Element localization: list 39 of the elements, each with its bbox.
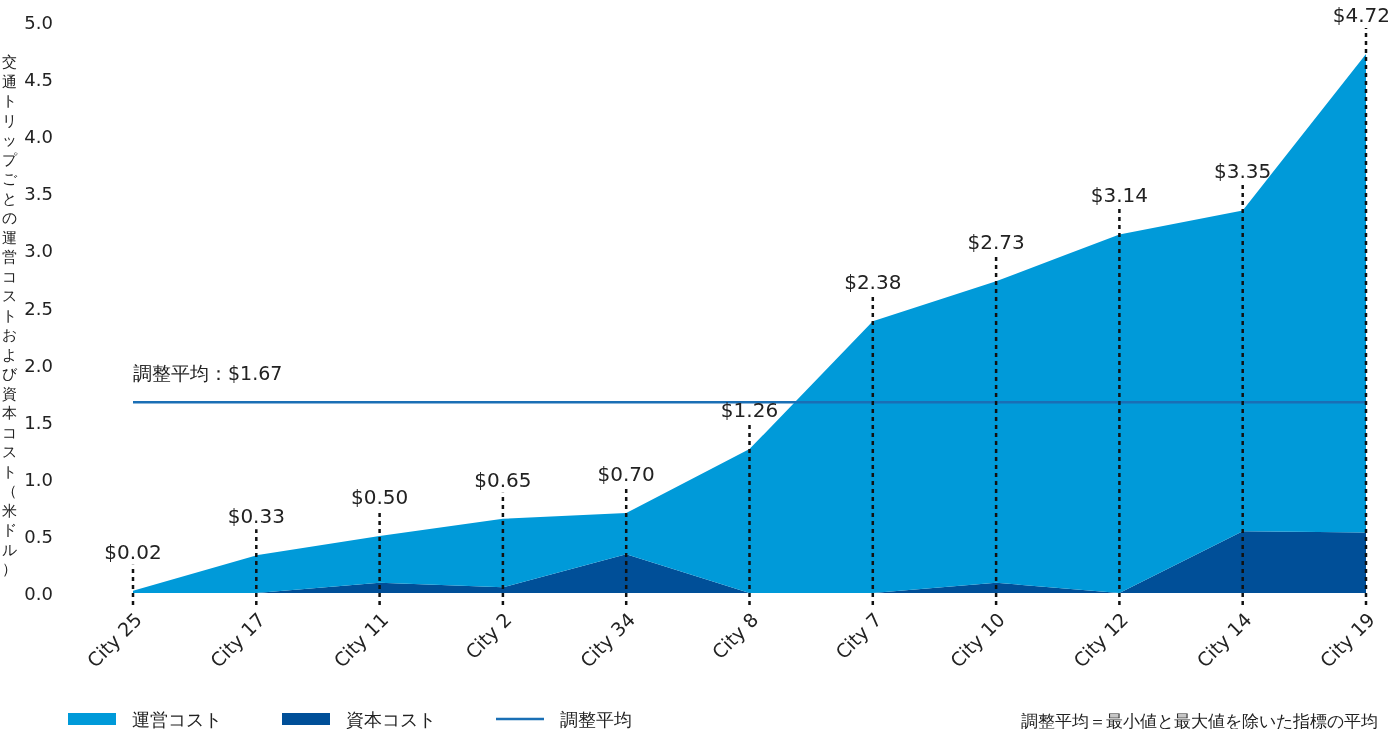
y-axis-title: 交通トリップごとの運営コストおよび資本コスト（米ドル） xyxy=(1,53,17,578)
y-tick-label: 2.5 xyxy=(24,297,53,319)
total-label: $0.02 xyxy=(104,539,162,564)
x-tick-label: City 25 xyxy=(82,608,146,672)
total-label: $3.35 xyxy=(1214,159,1272,184)
total-label: $2.73 xyxy=(967,230,1025,255)
x-tick-label: City 19 xyxy=(1315,608,1379,672)
y-tick-label: 0.0 xyxy=(24,583,53,604)
x-tick-label: City 34 xyxy=(575,608,640,672)
y-tick-label: 5.0 xyxy=(24,12,53,33)
y-tick-label: 2.0 xyxy=(24,354,53,376)
x-tick-label: City 17 xyxy=(205,608,270,672)
y-tick-label: 4.0 xyxy=(24,126,53,148)
legend-label: 調整平均 xyxy=(560,709,632,729)
legend-label: 資本コスト xyxy=(346,709,436,729)
total-label: $0.70 xyxy=(597,462,655,487)
y-tick-label: 4.5 xyxy=(24,69,53,91)
y-tick-label: 1.5 xyxy=(24,411,53,433)
x-tick-label: City 11 xyxy=(329,608,393,672)
text: 調整平均＝最小値と最大値を除いた指標の平均 xyxy=(1021,711,1378,729)
legend-label: 運営コスト xyxy=(132,709,222,729)
x-tick-label: City 10 xyxy=(945,608,1009,672)
x-tick-label: City 7 xyxy=(830,608,886,663)
y-tick-label: 3.5 xyxy=(24,183,53,205)
x-tick-label: City 12 xyxy=(1068,608,1133,672)
total-label: $1.26 xyxy=(720,398,779,423)
total-label: $2.38 xyxy=(844,270,902,295)
total-label: $4.72 xyxy=(1332,2,1390,27)
x-tick-label: City 8 xyxy=(707,608,763,663)
total-label: $0.33 xyxy=(227,504,285,529)
x-tick-label: City 2 xyxy=(461,608,516,663)
y-tick-label: 1.0 xyxy=(24,468,53,490)
total-label: $0.65 xyxy=(474,467,532,492)
y-tick-label: 3.0 xyxy=(24,240,53,262)
total-label: $3.14 xyxy=(1090,183,1149,208)
total-label: $0.50 xyxy=(350,484,409,509)
y-tick-label: 0.5 xyxy=(24,525,53,547)
annotation: 調整平均：$1.67 xyxy=(133,362,283,385)
x-tick-label: City 14 xyxy=(1192,608,1256,672)
